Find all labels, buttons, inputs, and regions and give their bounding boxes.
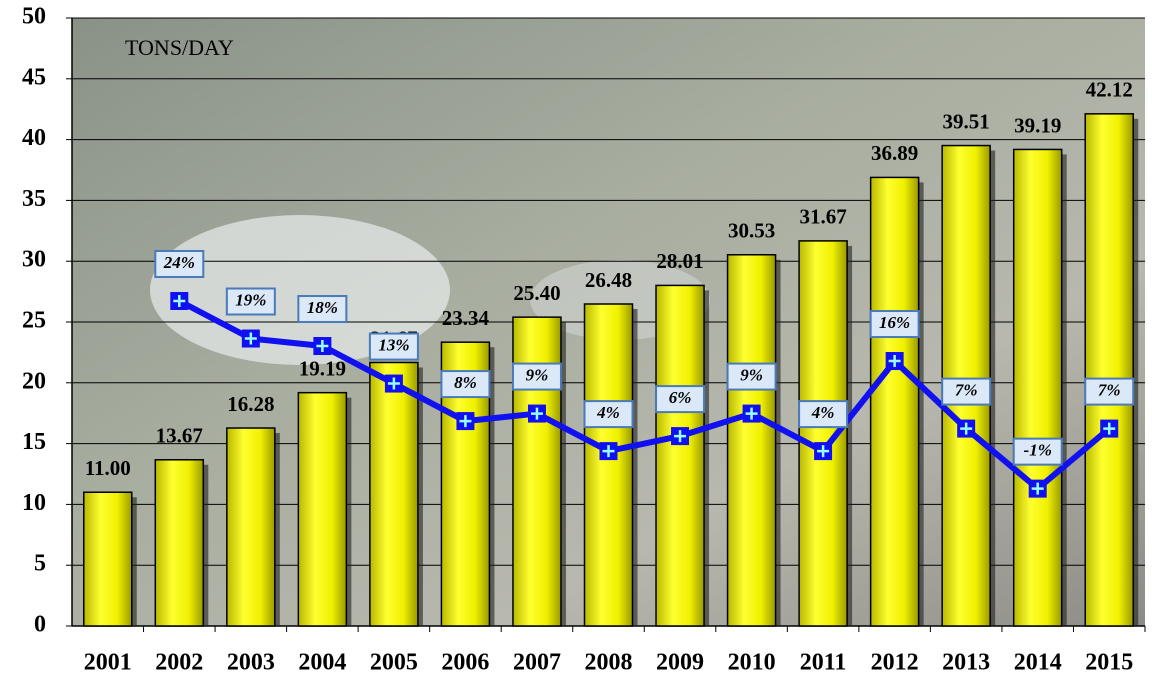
bar [84,492,132,626]
bar [728,255,776,626]
bar-value-label: 16.28 [227,392,274,416]
x-tick-label: 2011 [800,650,847,676]
x-tick-label: 2002 [155,650,203,676]
y-label: TONS/DAY [125,35,234,60]
y-tick-label: 35 [22,186,46,212]
y-tick-label: 25 [22,308,46,334]
x-tick-label: 2005 [370,650,418,676]
line-value-label: 7% [1098,380,1121,399]
bar [298,393,346,626]
y-tick-label: 10 [22,490,46,516]
line-value-label: 13% [378,335,409,354]
bar [227,428,275,626]
y-tick-label: 45 [22,64,46,90]
y-tick-label: 20 [22,368,46,394]
x-tick-label: 2001 [84,650,132,676]
line-value-label: 4% [811,403,835,422]
y-tick-label: 15 [22,429,46,455]
bar-value-label: 30.53 [728,219,775,243]
y-tick-label: 5 [34,551,46,577]
bar-value-label: 25.40 [513,281,560,305]
bar-value-label: 39.51 [943,109,990,133]
line-value-label: 9% [526,365,549,384]
chart: TONS/DAY 0 5 10 15 20 25 30 35 40 45 50 2001 2002 200… [0,0,1152,678]
y-tick-label: 30 [22,247,46,273]
bar [1014,149,1062,626]
x-tick-label: 2013 [942,650,990,676]
bar-value-label: 28.01 [656,249,703,273]
x-tick-label: 2015 [1085,650,1133,676]
x-tick-label: 2014 [1014,650,1062,676]
bar-value-label: 42.12 [1086,78,1133,102]
line-value-label: 16% [879,313,910,332]
x-tick-label: 2007 [513,650,561,676]
bar-value-label: 13.67 [156,424,203,448]
y-tick-label: 0 [34,612,46,638]
bar-value-label: 31.67 [799,205,846,229]
bar [871,177,919,626]
page: TONS/DAY 0 5 10 15 20 25 30 35 40 45 50 2001 2002 200… [0,0,1152,683]
bar [656,285,704,626]
bar-value-label: 26.48 [585,268,632,292]
x-tick-label: 2010 [728,650,776,676]
line-value-label: 18% [307,298,338,317]
bar-value-label: 23.34 [442,306,490,330]
x-tick-label: 2006 [441,650,489,676]
bar [370,362,418,626]
line-value-label: 4% [596,403,620,422]
line-value-label: 9% [740,365,763,384]
y-tick-label: 50 [22,4,46,30]
bar [585,304,633,626]
bar-value-label: 39.19 [1014,113,1061,137]
x-tick-label: 2004 [298,650,346,676]
line-value-label: -1% [1024,441,1052,460]
line-value-label: 19% [235,290,266,309]
x-tick-label: 2009 [656,650,704,676]
bar [1085,114,1133,626]
line-value-label: 24% [163,253,195,272]
line-value-label: 6% [669,388,692,407]
x-tick-label: 2003 [227,650,275,676]
line-value-label: 7% [955,380,978,399]
line-value-label: 8% [454,373,477,392]
bar-value-label: 19.19 [299,356,346,380]
bar-value-label: 11.00 [85,456,131,480]
bar-value-label: 36.89 [871,141,918,165]
y-tick-label: 40 [22,125,46,151]
x-tick-label: 2012 [871,650,919,676]
x-tick-label: 2008 [585,650,633,676]
bar [155,460,203,626]
